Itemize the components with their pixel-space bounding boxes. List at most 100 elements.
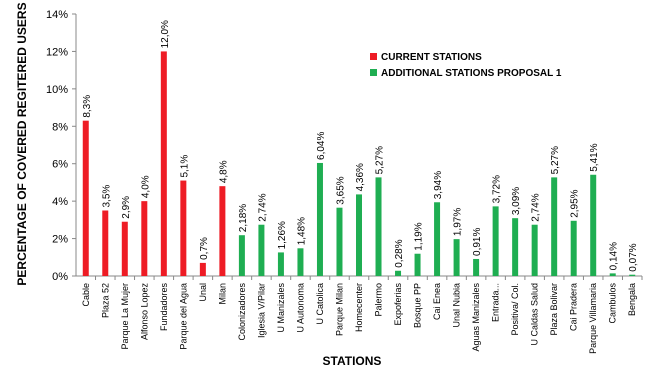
x-tick-label: Parque Milan xyxy=(334,283,344,336)
x-tick-label: Aguas Manizales xyxy=(471,283,481,352)
bar xyxy=(531,224,538,276)
x-tick-label: Plaza Bolivar xyxy=(549,283,559,336)
bar xyxy=(434,202,441,276)
bar xyxy=(356,194,362,276)
y-tick-label: 6% xyxy=(52,159,68,171)
data-label: 0,07% xyxy=(628,243,639,271)
data-label: 4,0% xyxy=(140,175,151,198)
bar xyxy=(570,220,577,276)
x-tick-label: U Manizales xyxy=(276,283,286,333)
y-tick-label: 4% xyxy=(52,196,68,208)
x-tick-label: Cai Enea xyxy=(432,283,442,320)
x-tick-label: Bosque PP xyxy=(413,283,423,328)
bar xyxy=(512,218,519,276)
bar xyxy=(473,258,480,276)
legend-swatch xyxy=(370,69,377,76)
bar xyxy=(551,177,558,276)
x-tick-label: Cai Pradera xyxy=(569,283,579,331)
bar xyxy=(219,186,226,276)
data-label: 5,41% xyxy=(589,143,600,171)
data-label: 5,27% xyxy=(550,146,561,174)
bar xyxy=(297,248,304,276)
x-tick-label: Iglesia V/Pilar xyxy=(256,283,266,338)
data-label: 12,0% xyxy=(160,20,171,48)
bar xyxy=(238,235,245,276)
x-axis-title: STATIONS xyxy=(323,354,382,368)
bar xyxy=(492,206,499,276)
data-label: 0,28% xyxy=(394,239,405,267)
x-tick-label: Unal Nubia xyxy=(452,283,462,328)
bar xyxy=(414,253,421,276)
x-tick-label: Alfonso Lopez xyxy=(139,283,149,341)
data-label: 3,72% xyxy=(492,175,503,203)
data-label: 0,91% xyxy=(472,228,483,256)
x-tick-label: U Autonoma xyxy=(295,283,305,333)
x-tick-label: Parque Villamaria xyxy=(588,283,598,354)
data-label: 3,65% xyxy=(335,176,346,204)
bar xyxy=(590,174,597,276)
data-label: 0,14% xyxy=(609,242,620,270)
y-axis-title: PERCENTAGE OF COVERED REGITERED USERS xyxy=(15,2,29,285)
x-tick-label: Expoferias xyxy=(393,283,403,326)
bar xyxy=(258,224,265,276)
data-label: 2,74% xyxy=(531,193,542,221)
data-label: 1,97% xyxy=(453,208,464,236)
x-tick-label: Unal xyxy=(198,283,208,302)
data-label: 1,19% xyxy=(414,222,425,250)
data-label: 3,94% xyxy=(433,171,444,199)
data-label: 2,9% xyxy=(121,196,132,219)
x-tick-label: Entrada... xyxy=(491,283,501,322)
bar xyxy=(121,221,128,276)
bar xyxy=(629,274,636,276)
bar xyxy=(277,252,284,276)
bar xyxy=(160,51,167,276)
legend-label: ADDITIONAL STATIONS PROPOSAL 1 xyxy=(381,68,562,79)
x-tick-label: Parque del Agua xyxy=(178,283,188,350)
data-label: 3,09% xyxy=(511,187,522,215)
data-label: 2,95% xyxy=(570,189,581,217)
legend-label: CURRENT STATIONS xyxy=(381,52,482,63)
x-tick-label: Cable xyxy=(81,283,91,307)
data-label: 3,5% xyxy=(101,185,112,208)
data-label: 8,3% xyxy=(82,95,93,118)
x-tick-label: Plaza 52 xyxy=(100,283,110,318)
x-tick-label: Fundadores xyxy=(159,283,169,332)
data-label: 1,26% xyxy=(277,221,288,249)
bar xyxy=(453,239,460,276)
bar xyxy=(609,273,616,276)
bar xyxy=(316,162,323,276)
bar xyxy=(141,201,148,276)
data-label: 2,18% xyxy=(238,204,249,232)
x-tick-label: Milan xyxy=(217,283,227,305)
data-label: 4,36% xyxy=(355,163,366,191)
x-tick-label: Colonizadores xyxy=(237,283,247,341)
y-tick-label: 2% xyxy=(52,234,68,246)
data-label: 6,04% xyxy=(316,132,327,160)
data-label: 1,48% xyxy=(296,217,307,245)
legend-swatch xyxy=(370,53,377,60)
bar xyxy=(395,270,402,276)
bar xyxy=(336,207,343,276)
bar xyxy=(375,177,382,276)
y-tick-label: 0% xyxy=(52,271,68,283)
x-tick-label: Cambulos xyxy=(608,283,618,324)
x-tick-label: Palermo xyxy=(374,283,384,317)
y-tick-label: 10% xyxy=(46,84,68,96)
x-tick-label: U Caldas Salud xyxy=(530,283,540,346)
bar xyxy=(199,262,206,276)
data-label: 4,8% xyxy=(218,160,229,183)
bar xyxy=(180,180,187,276)
bar xyxy=(102,210,109,276)
x-tick-label: Homecenter xyxy=(354,283,364,332)
y-tick-label: 12% xyxy=(46,46,68,58)
y-tick-label: 14% xyxy=(46,9,68,21)
data-label: 2,74% xyxy=(257,193,268,221)
x-tick-label: Parque La Mujer xyxy=(120,283,130,350)
x-tick-label: Positiva/ Col. xyxy=(510,283,520,336)
x-tick-label: U Catolica xyxy=(315,283,325,325)
legend: CURRENT STATIONS ADDITIONAL STATIONS PROP… xyxy=(370,52,562,79)
data-label: 5,27% xyxy=(375,146,386,174)
plot-area: 0% 2% 4% 6% 8% 10% 12% 14% Cable 8,3% Plaza 52 3,5%… xyxy=(46,9,643,354)
data-label: 0,7% xyxy=(199,237,210,260)
